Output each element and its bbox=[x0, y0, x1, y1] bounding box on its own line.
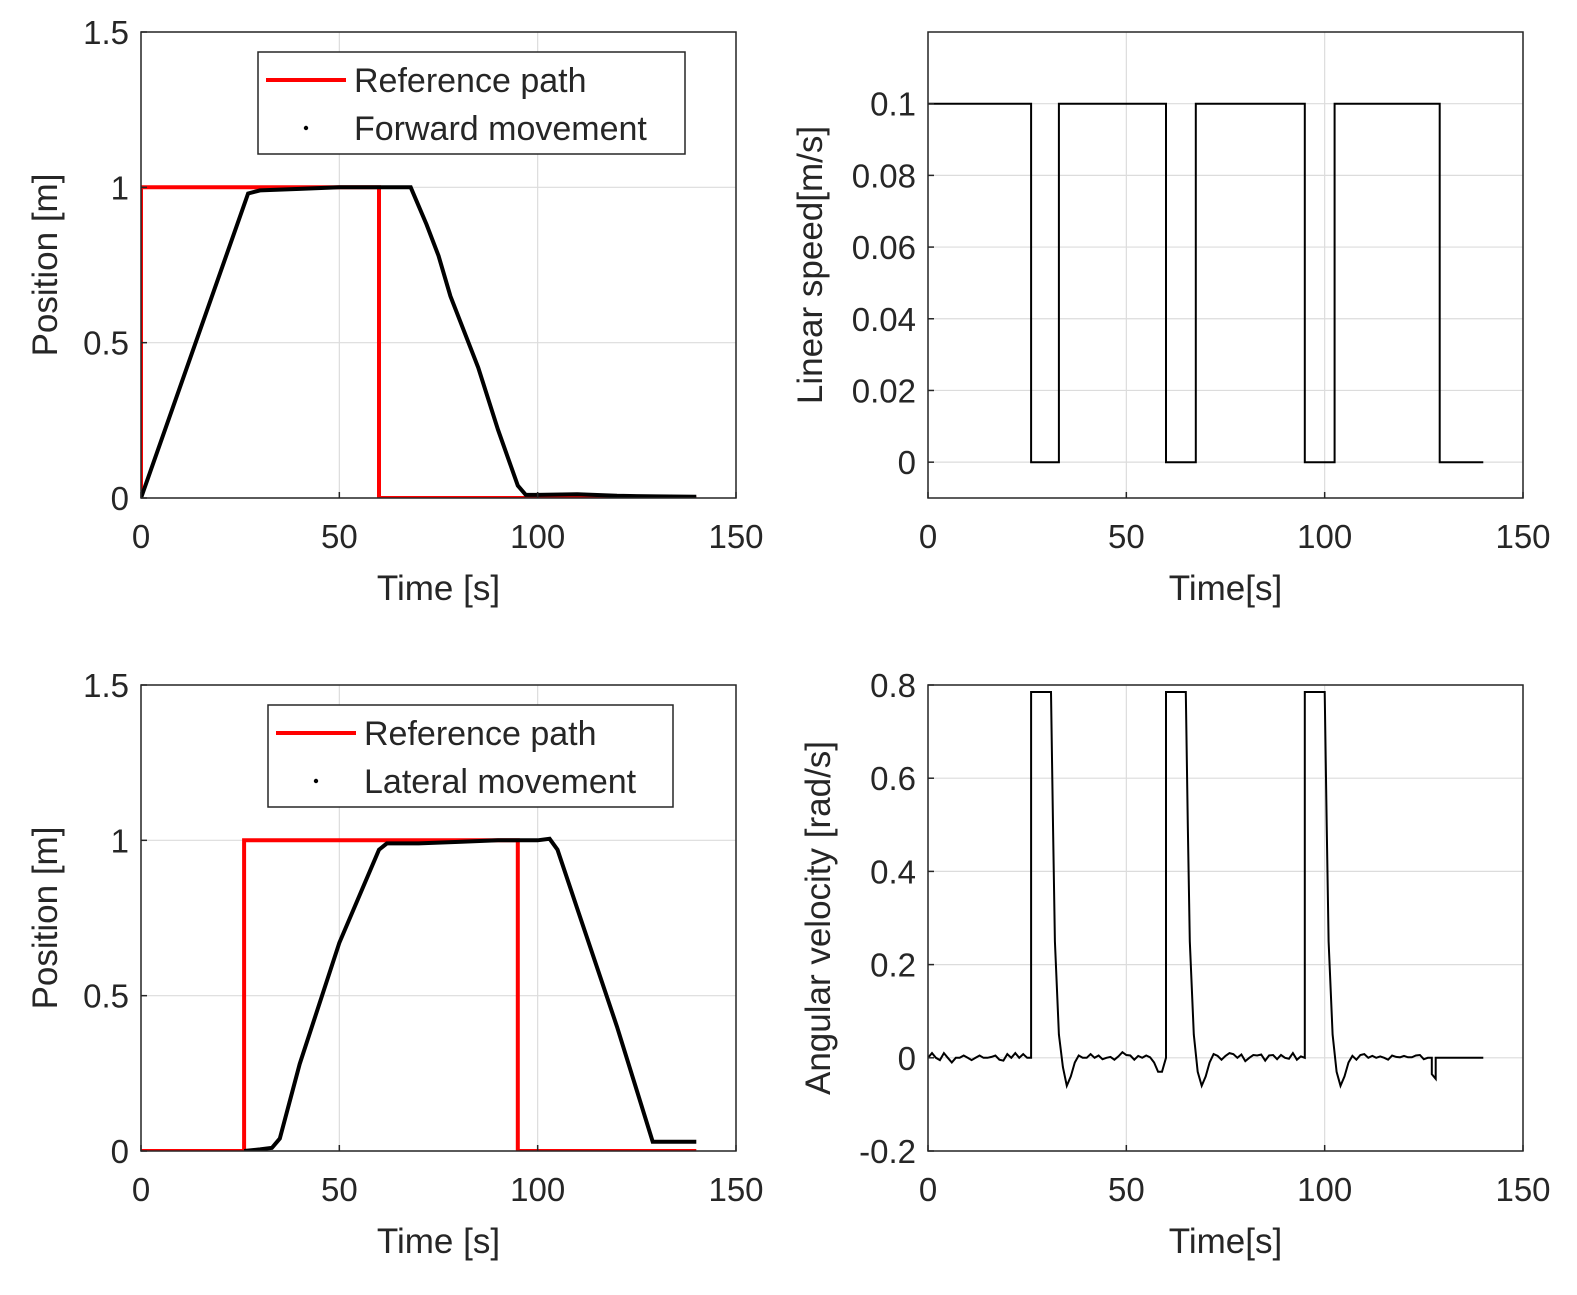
y-tick-label: 0 bbox=[898, 444, 916, 481]
x-tick-label: 50 bbox=[1108, 518, 1145, 555]
y-tick-label: 0.2 bbox=[870, 947, 916, 984]
series-angular-velocity bbox=[928, 691, 1484, 1090]
y-tick-label: 1 bbox=[111, 169, 129, 206]
chart-angular-velocity: 0 50 100 150-0.200.20.40.60.8Time[s]Angular… bbox=[799, 667, 1551, 1261]
y-tick-label: 0.02 bbox=[852, 372, 916, 409]
legend-box bbox=[267, 704, 674, 808]
axes-box bbox=[140, 31, 737, 499]
series-reference-path bbox=[141, 838, 697, 1151]
legend-marker-dot bbox=[313, 778, 319, 784]
x-tick-label: 50 bbox=[321, 518, 358, 555]
x-tick-label: 0 bbox=[919, 1171, 937, 1208]
x-tick-label: 100 bbox=[1297, 1171, 1352, 1208]
axes-box bbox=[927, 684, 1524, 1152]
y-axis-label: Linear speed[m/s] bbox=[791, 126, 830, 404]
y-tick-label: 0.06 bbox=[852, 229, 916, 266]
x-axis-label: Time[s] bbox=[1169, 1222, 1282, 1261]
x-axis-label: Time [s] bbox=[377, 1222, 500, 1261]
x-tick-label: 150 bbox=[1495, 1171, 1550, 1208]
legend: Reference path Lateral movement bbox=[267, 704, 674, 808]
y-axis-label: Angular velocity [rad/s] bbox=[799, 741, 838, 1095]
y-tick-label: 0.08 bbox=[852, 157, 916, 194]
y-axis-label: Position [m] bbox=[26, 174, 65, 357]
legend-label: Reference path bbox=[354, 62, 587, 100]
x-tick-label: 150 bbox=[1495, 518, 1550, 555]
y-tick-label: 0.5 bbox=[83, 978, 129, 1015]
series-forward-movement bbox=[141, 185, 697, 498]
y-tick-label: 0.1 bbox=[870, 86, 916, 123]
series-lateral-movement bbox=[243, 836, 697, 1151]
y-tick-label: 0.5 bbox=[83, 325, 129, 362]
x-tick-label: 50 bbox=[321, 1171, 358, 1208]
y-tick-label: -0.2 bbox=[859, 1133, 916, 1170]
x-axis-label: Time [s] bbox=[377, 569, 500, 608]
x-tick-label: 150 bbox=[708, 518, 763, 555]
legend-box bbox=[257, 51, 686, 155]
chart-lateral-position: 0 50 100 150 0 0.5 1 1.5 Time [s] Position [m] Ref… bbox=[26, 667, 764, 1261]
legend-label: Reference path bbox=[364, 715, 597, 753]
legend: Reference path Forward movement bbox=[257, 51, 686, 155]
x-tick-label: 0 bbox=[919, 518, 937, 555]
plot-area bbox=[928, 32, 1523, 498]
y-tick-label: 0.4 bbox=[870, 853, 916, 890]
y-tick-label: 1 bbox=[111, 822, 129, 859]
y-tick-label: 0 bbox=[111, 1133, 129, 1170]
y-tick-label: 1.5 bbox=[83, 14, 129, 51]
axes-box bbox=[927, 31, 1524, 499]
x-tick-label: 150 bbox=[708, 1171, 763, 1208]
y-tick-label: 0 bbox=[898, 1040, 916, 1077]
y-tick-label: 0.04 bbox=[852, 301, 916, 338]
legend-label: Forward movement bbox=[354, 110, 647, 148]
chart-forward-position: 0 50 100 150 0 0.5 1 1.5 Time [s] Position [m] Ref… bbox=[26, 14, 764, 608]
x-tick-label: 0 bbox=[132, 518, 150, 555]
chart-linear-speed: 0 50 100 150 0 0.02 0.04 0.06 0.08 0.1 Time[s] Line… bbox=[791, 31, 1551, 608]
x-axis-label: Time[s] bbox=[1169, 569, 1282, 608]
legend-label: Lateral movement bbox=[364, 763, 637, 801]
x-tick-label: 100 bbox=[510, 518, 565, 555]
y-tick-label: 0.8 bbox=[870, 667, 916, 704]
axes-box bbox=[140, 684, 737, 1152]
y-tick-label: 0 bbox=[111, 480, 129, 517]
x-tick-label: 100 bbox=[1297, 518, 1352, 555]
x-tick-label: 100 bbox=[510, 1171, 565, 1208]
legend-marker-dot bbox=[303, 125, 309, 131]
y-tick-label: 1.5 bbox=[83, 667, 129, 704]
x-tick-label: 50 bbox=[1108, 1171, 1145, 1208]
y-tick-label: 0.6 bbox=[870, 760, 916, 797]
x-tick-label: 0 bbox=[132, 1171, 150, 1208]
plot-area bbox=[928, 685, 1523, 1151]
series-linear-speed bbox=[928, 102, 1484, 464]
y-axis-label: Position [m] bbox=[26, 827, 65, 1010]
